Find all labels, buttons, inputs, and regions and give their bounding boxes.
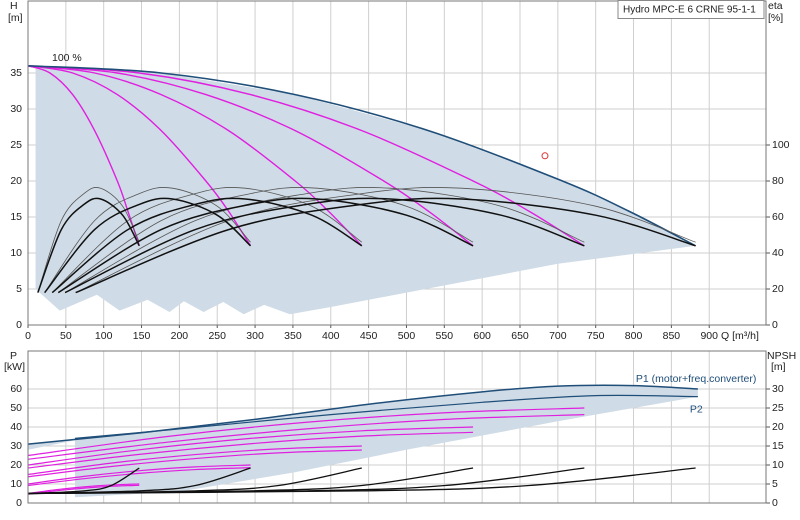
x-tick-label: 500 <box>398 330 416 342</box>
y2-tick-label: 20 <box>772 283 784 295</box>
y-tick-label: 5 <box>16 283 22 295</box>
curve <box>37 197 140 293</box>
y2-tick-label: 30 <box>772 383 784 395</box>
y-axis-unit: [m] <box>8 12 23 24</box>
x-tick-label: 450 <box>360 330 378 342</box>
y2-tick-label: 80 <box>772 175 784 187</box>
annotation: 100 % <box>52 52 82 64</box>
operating-point <box>541 152 549 160</box>
curve <box>27 414 585 460</box>
curve <box>27 445 362 476</box>
curve <box>27 65 140 247</box>
curve <box>27 65 585 247</box>
y2-tick-label: 20 <box>772 421 784 433</box>
y2-tick-label: 100 <box>772 139 790 151</box>
y2-tick-label: 0 <box>772 319 778 331</box>
area <box>35 65 696 315</box>
y2-axis-label: NPSH <box>767 350 796 362</box>
y-tick-label: 35 <box>10 67 22 79</box>
y-tick-label: 50 <box>10 402 22 414</box>
curve <box>37 186 140 293</box>
curve <box>27 426 474 466</box>
y-axis-unit: [kW] <box>4 361 25 373</box>
y-tick-label: 25 <box>10 139 22 151</box>
y-axis-label: H <box>10 0 18 12</box>
plot-border <box>27 350 767 504</box>
x-tick-label: 400 <box>322 330 340 342</box>
curve <box>51 186 363 293</box>
curve <box>27 467 696 495</box>
curve <box>27 65 474 247</box>
y-tick-label: 20 <box>10 459 22 471</box>
x-tick-label: 350 <box>284 330 302 342</box>
x-tick-label: 900 <box>700 330 718 342</box>
y2-tick-label: 10 <box>772 459 784 471</box>
y-tick-label: 60 <box>10 383 22 395</box>
y-tick-label: 30 <box>10 440 22 452</box>
y-tick-label: 10 <box>10 247 22 259</box>
y-tick-label: 20 <box>10 175 22 187</box>
curve <box>27 483 140 495</box>
curve <box>27 464 251 485</box>
x-tick-label: 100 <box>95 330 113 342</box>
y-tick-label: 0 <box>16 319 22 331</box>
x-tick-label: 600 <box>473 330 491 342</box>
x-tick-label: 850 <box>663 330 681 342</box>
curve <box>64 197 585 294</box>
y-tick-label: 30 <box>10 103 22 115</box>
x-tick-label: 200 <box>171 330 189 342</box>
curve <box>27 467 251 487</box>
y-axis-label: P <box>10 350 17 362</box>
curve <box>27 65 363 247</box>
x-tick-label: 250 <box>208 330 226 342</box>
curve <box>75 187 696 293</box>
y2-tick-label: 25 <box>772 402 784 414</box>
y2-tick-label: 15 <box>772 440 784 452</box>
x-tick-label: 0 <box>25 330 31 342</box>
x-tick-label: 800 <box>625 330 643 342</box>
y2-axis-label: eta <box>768 0 783 12</box>
curve <box>51 197 363 294</box>
x-tick-label: 750 <box>587 330 605 342</box>
x-tick-label: 550 <box>436 330 454 342</box>
x-tick-label: 300 <box>246 330 264 342</box>
curve <box>27 65 252 247</box>
curve <box>27 407 585 457</box>
curve <box>57 197 474 294</box>
x-tick-label: 50 <box>60 330 72 342</box>
y2-tick-label: 40 <box>772 247 784 259</box>
y2-axis-unit: [m] <box>771 361 786 373</box>
y-tick-label: 10 <box>10 478 22 490</box>
curve <box>27 484 140 495</box>
curve <box>74 394 698 439</box>
curve <box>44 197 252 294</box>
y2-tick-label: 60 <box>772 211 784 223</box>
curve <box>58 187 474 293</box>
y-tick-label: 0 <box>16 497 22 509</box>
y2-tick-label: 5 <box>772 478 778 490</box>
series-label: P2 <box>690 403 703 415</box>
chart-title: Hydro MPC-E 6 CRNE 95-1-1 <box>623 5 756 16</box>
x-tick-label: 700 <box>549 330 567 342</box>
y-tick-label: 15 <box>10 211 22 223</box>
curve <box>44 186 251 293</box>
x-axis-label: Q [m³/h] <box>721 330 759 342</box>
plot-border <box>27 0 767 326</box>
curve <box>27 431 474 469</box>
curve <box>64 187 585 293</box>
title-box <box>617 0 765 19</box>
curve <box>75 197 696 294</box>
curve <box>27 65 696 247</box>
series-label: P1 (motor+freq.converter) <box>636 373 757 385</box>
y2-axis-unit: [%] <box>768 12 783 24</box>
x-tick-label: 650 <box>511 330 529 342</box>
y2-tick-label: 0 <box>772 497 778 509</box>
x-tick-label: 150 <box>133 330 151 342</box>
y-tick-label: 40 <box>10 421 22 433</box>
curve <box>27 449 362 478</box>
